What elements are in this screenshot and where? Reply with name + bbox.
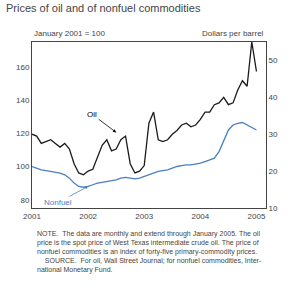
- svg-text:50: 50: [269, 56, 278, 65]
- svg-text:NOTE. The data are monthly an: NOTE. The data are monthly and extend th…: [37, 230, 262, 274]
- svg-text:120: 120: [16, 129, 30, 138]
- svg-text:2005: 2005: [248, 212, 266, 221]
- svg-text:Nonfuel: Nonfuel: [44, 198, 72, 207]
- svg-text:20: 20: [269, 167, 278, 176]
- svg-text:80: 80: [20, 196, 29, 205]
- svg-text:January 2001 = 100: January 2001 = 100: [34, 29, 105, 38]
- svg-text:2004: 2004: [191, 212, 209, 221]
- svg-text:140: 140: [16, 96, 30, 105]
- svg-text:2002: 2002: [79, 212, 97, 221]
- svg-text:100: 100: [16, 162, 30, 171]
- svg-text:Oil: Oil: [87, 110, 97, 119]
- svg-text:Dollars per barrel: Dollars per barrel: [202, 29, 264, 38]
- svg-text:10: 10: [269, 204, 278, 213]
- svg-text:160: 160: [16, 63, 30, 72]
- svg-text:2003: 2003: [135, 212, 153, 221]
- svg-text:30: 30: [269, 130, 278, 139]
- svg-text:40: 40: [269, 93, 278, 102]
- svg-text:2001: 2001: [23, 212, 41, 221]
- svg-text:Prices of oil and of nonfuel c: Prices of oil and of nonfuel commodities: [6, 2, 201, 14]
